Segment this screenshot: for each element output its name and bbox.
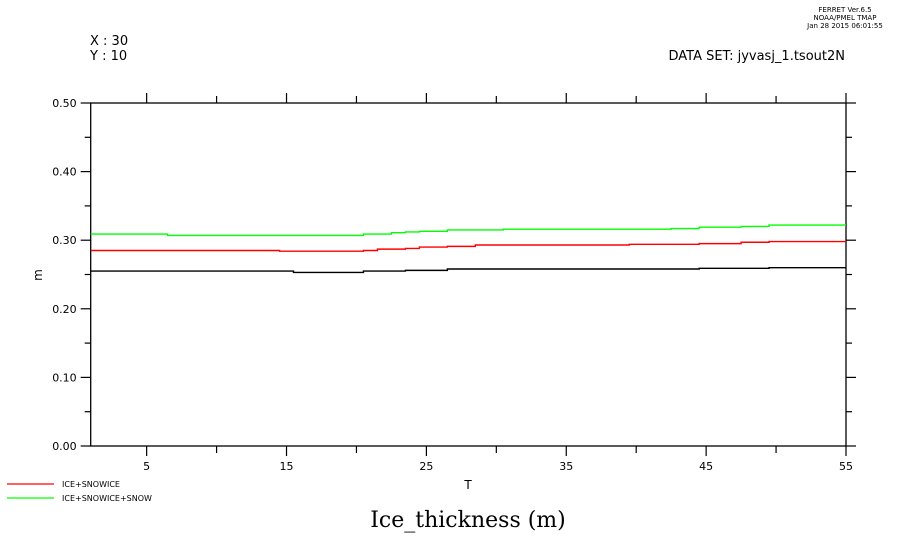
x-tick-label: 15 <box>280 460 294 473</box>
plot-frame <box>90 102 847 447</box>
y-tick-label: 0.30 <box>52 234 77 247</box>
series-line-0 <box>90 266 846 274</box>
ferret-org: NOAA/PMEL TMAP <box>814 14 877 22</box>
x-tick-label: 5 <box>143 460 150 473</box>
y-tick-label: 0.50 <box>52 97 77 110</box>
legend-label: ICE+SNOWICE <box>62 480 120 489</box>
y-tick-label: 0.00 <box>52 440 77 453</box>
series-group <box>90 224 846 274</box>
y-tick-label: 0.20 <box>52 303 77 316</box>
axes: 0.00 0.10 0.20 0.30 0.40 0.50 5 15 25 35 45 55 <box>52 93 856 473</box>
y-position-label: Y : 10 <box>89 49 127 64</box>
y-tick-label: 0.10 <box>52 371 77 384</box>
y-tick-label: 0.40 <box>52 166 77 179</box>
legend-label: ICE+SNOWICE+SNOW <box>62 494 152 503</box>
legend: ICE+SNOWICE ICE+SNOWICE+SNOW <box>7 480 152 503</box>
series-line-2 <box>90 224 846 237</box>
ferret-version: FERRET Ver.6.5 <box>818 6 871 14</box>
y-axis-label: m <box>31 269 45 281</box>
ferret-date: Jan 28 2015 06:01:55 <box>806 22 883 30</box>
x-position-label: X : 30 <box>90 34 128 49</box>
x-tick-label: 25 <box>419 460 433 473</box>
x-axis-label: T <box>463 478 472 492</box>
series-line-1 <box>90 240 846 252</box>
x-tick-label: 55 <box>839 460 853 473</box>
x-tick-label: 35 <box>559 460 573 473</box>
dataset-label: DATA SET: jyvasj_1.tsout2N <box>668 49 845 64</box>
x-tick-label: 45 <box>699 460 713 473</box>
chart-title: Ice_thickness (m) <box>370 508 566 533</box>
